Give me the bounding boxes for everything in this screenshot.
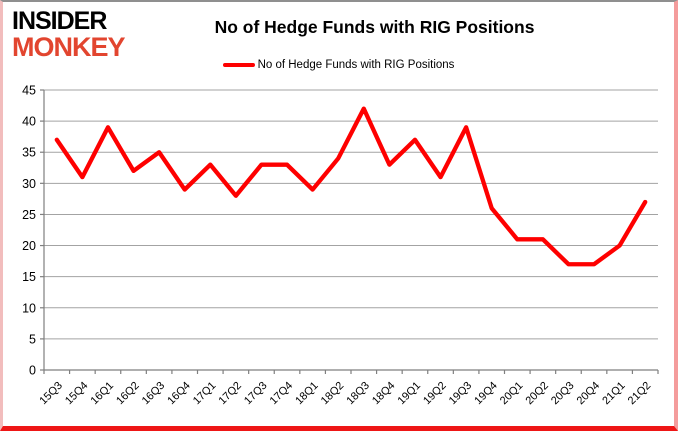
- x-tick-label: 17Q1: [191, 380, 219, 408]
- x-tick-label: 21Q1: [600, 380, 628, 408]
- x-tick-label: 16Q2: [114, 380, 142, 408]
- x-tick-label: 21Q2: [626, 380, 654, 408]
- x-tick-label: 19Q2: [421, 380, 449, 408]
- chart-title: No of Hedge Funds with RIG Positions: [214, 17, 535, 37]
- y-tick-label: 25: [22, 208, 36, 222]
- y-tick-label: 45: [22, 84, 36, 98]
- x-tick-label: 18Q2: [319, 380, 347, 408]
- insider-monkey-logo: INSIDER MONKEY: [12, 7, 126, 62]
- x-tick-label: 19Q1: [396, 380, 424, 408]
- x-axis-ticks: [43, 370, 659, 374]
- legend: No of Hedge Funds with RIG Positions: [3, 59, 674, 71]
- x-tick-label: 17Q2: [216, 380, 244, 408]
- x-tick-label: 19Q3: [447, 380, 475, 408]
- x-tick-label: 18Q3: [344, 380, 372, 408]
- y-tick-label: 0: [29, 364, 36, 378]
- x-axis-labels: 15Q315Q416Q116Q216Q316Q417Q117Q217Q317Q4…: [37, 380, 653, 408]
- x-tick-label: 20Q4: [575, 380, 603, 408]
- y-axis-ticks: 0 5 10 15 20 25 30 35 40 45: [22, 84, 44, 378]
- x-tick-label: 17Q4: [268, 380, 296, 408]
- x-tick-label: 15Q4: [63, 380, 91, 408]
- series-line: [54, 106, 648, 267]
- x-tick-label: 18Q4: [370, 380, 398, 408]
- x-tick-label: 16Q4: [165, 380, 193, 408]
- line-chart: 0 5 10 15 20 25 30 35 40 45 15Q315Q416Q116Q216Q316…: [22, 84, 659, 408]
- legend-line-marker: [222, 63, 255, 67]
- x-tick-label: 20Q2: [523, 380, 551, 408]
- x-tick-label: 15Q3: [37, 380, 65, 408]
- y-tick-label: 35: [22, 146, 36, 160]
- x-tick-label: 16Q3: [140, 380, 168, 408]
- y-tick-label: 15: [22, 270, 36, 284]
- y-tick-label: 40: [22, 115, 36, 129]
- x-tick-label: 17Q3: [242, 380, 270, 408]
- gridlines: [44, 89, 658, 340]
- legend-series-label: No of Hedge Funds with RIG Positions: [257, 59, 455, 71]
- y-tick-label: 10: [22, 301, 36, 315]
- x-tick-label: 18Q1: [293, 380, 321, 408]
- y-tick-label: 5: [29, 332, 36, 346]
- x-tick-label: 16Q1: [89, 380, 117, 408]
- x-tick-label: 20Q3: [549, 380, 577, 408]
- y-tick-label: 30: [22, 177, 36, 191]
- x-tick-label: 19Q4: [472, 380, 500, 408]
- x-tick-label: 20Q1: [498, 380, 526, 408]
- logo-monkey-text: MONKEY: [12, 31, 126, 62]
- y-tick-label: 20: [22, 239, 36, 253]
- logo-insider-text: INSIDER: [12, 7, 107, 35]
